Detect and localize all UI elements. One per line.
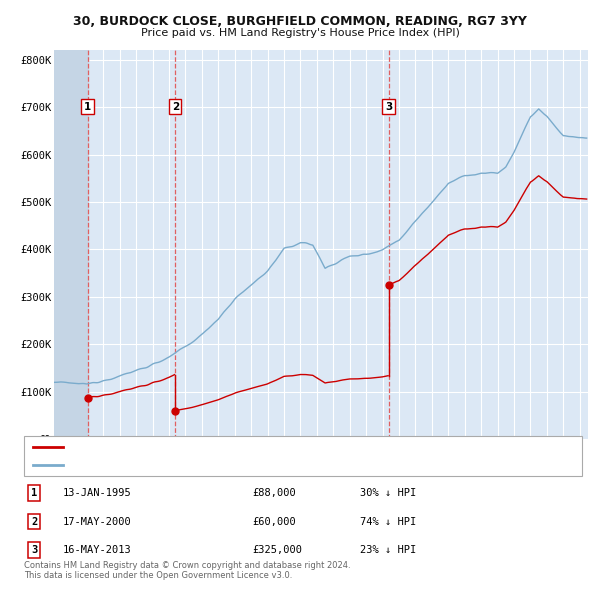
- Text: 1: 1: [84, 101, 91, 112]
- Text: Contains HM Land Registry data © Crown copyright and database right 2024.
This d: Contains HM Land Registry data © Crown c…: [24, 561, 350, 581]
- Text: 30% ↓ HPI: 30% ↓ HPI: [360, 489, 416, 498]
- Bar: [54, 50, 88, 440]
- Text: 16-MAY-2013: 16-MAY-2013: [63, 545, 132, 555]
- Text: 13-JAN-1995: 13-JAN-1995: [63, 489, 132, 498]
- Text: 2: 2: [172, 101, 179, 112]
- Text: £60,000: £60,000: [252, 517, 296, 526]
- Text: £325,000: £325,000: [252, 545, 302, 555]
- Text: 30, BURDOCK CLOSE, BURGHFIELD COMMON, READING, RG7 3YY: 30, BURDOCK CLOSE, BURGHFIELD COMMON, RE…: [73, 15, 527, 28]
- Text: 23% ↓ HPI: 23% ↓ HPI: [360, 545, 416, 555]
- Text: 1: 1: [31, 489, 37, 498]
- Text: 30, BURDOCK CLOSE, BURGHFIELD COMMON, READING, RG7 3YY (detached house): 30, BURDOCK CLOSE, BURGHFIELD COMMON, RE…: [69, 442, 486, 453]
- Text: HPI: Average price, detached house, West Berkshire: HPI: Average price, detached house, West…: [69, 460, 328, 470]
- Text: 3: 3: [31, 545, 37, 555]
- Text: 17-MAY-2000: 17-MAY-2000: [63, 517, 132, 526]
- Text: Price paid vs. HM Land Registry's House Price Index (HPI): Price paid vs. HM Land Registry's House …: [140, 28, 460, 38]
- Text: 3: 3: [385, 101, 392, 112]
- Text: 74% ↓ HPI: 74% ↓ HPI: [360, 517, 416, 526]
- Text: £88,000: £88,000: [252, 489, 296, 498]
- Text: 2: 2: [31, 517, 37, 526]
